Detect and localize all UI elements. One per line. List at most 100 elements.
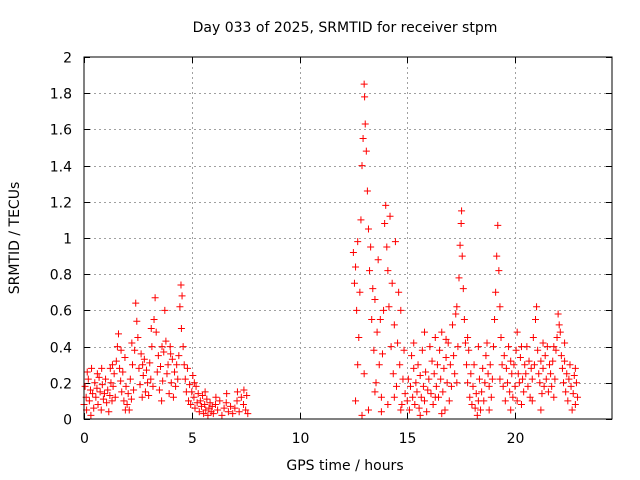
data-point [214,406,222,414]
data-point [127,395,135,403]
data-point [458,252,466,260]
data-point [423,408,431,416]
data-point [352,397,360,405]
data-point [237,393,245,401]
data-point [122,382,130,390]
data-point [177,325,185,332]
data-point [201,388,209,396]
data-point [397,306,405,314]
x-tick-label: 20 [507,431,525,447]
data-point [507,357,515,365]
data-point [511,382,519,390]
data-point [453,379,461,387]
data-point [152,328,160,336]
data-point [206,399,214,407]
data-point [147,325,155,332]
data-point [460,315,468,323]
x-axis-label: GPS time / hours [286,458,403,474]
data-point [112,357,120,365]
data-point [416,372,424,380]
data-point [427,390,435,398]
data-point [211,401,219,409]
data-point [534,346,542,354]
data-point [531,315,539,323]
data-point [478,388,486,396]
data-point [404,375,412,383]
data-point [551,375,559,383]
data-point [361,120,369,128]
data-point [463,361,471,369]
data-point [180,361,188,369]
data-point [197,402,205,410]
data-point [150,315,158,323]
data-point [95,373,103,381]
data-point [394,339,402,347]
data-point [498,361,506,369]
data-point [164,361,172,369]
data-point [392,382,400,390]
data-point [203,395,211,403]
data-point [541,352,549,360]
data-point [371,296,379,304]
data-point [98,381,106,389]
data-point [539,339,547,347]
data-point [560,379,568,387]
data-point [444,339,452,347]
data-point [537,406,545,414]
data-point [526,393,534,401]
data-point [555,321,563,329]
data-point [468,401,476,409]
data-point [558,364,566,372]
data-point [359,134,367,142]
data-point [491,315,499,323]
data-point [548,382,556,390]
data-point [154,352,162,360]
data-point [162,337,170,345]
data-point [155,386,163,394]
data-point [109,382,117,390]
y-tick-label: 1.4 [50,160,72,176]
data-point [191,404,199,412]
data-point [370,346,378,354]
data-point [354,361,362,369]
data-point [383,243,391,251]
data-point [419,382,427,390]
data-point [242,406,250,414]
data-point [110,370,118,378]
data-point [563,370,571,378]
data-point [189,372,197,380]
data-point [438,410,446,418]
data-point [483,339,491,347]
y-tick-label: 1 [63,232,72,248]
data-point [90,404,98,412]
plot-frame [83,56,613,420]
data-point [199,391,207,399]
data-point [158,397,166,405]
y-tick-label: 1.8 [50,87,72,103]
data-point [522,370,530,378]
data-point [160,348,168,356]
data-point [550,343,558,351]
data-point [360,80,368,88]
data-point [456,241,464,249]
data-point [81,382,89,390]
data-point [119,368,127,376]
data-point [509,393,517,401]
data-point [244,410,252,418]
data-point [515,379,523,387]
data-point [395,288,403,296]
data-point [482,352,490,360]
data-point [453,303,461,311]
data-point [121,353,129,361]
data-point [529,334,537,342]
data-point [492,288,500,296]
data-point [405,406,413,414]
data-point [475,375,483,383]
data-point [443,379,451,387]
data-point [569,390,577,398]
data-point [517,343,525,351]
data-point [106,364,114,372]
data-point [422,368,430,376]
data-point [538,390,546,398]
data-point [212,393,220,401]
